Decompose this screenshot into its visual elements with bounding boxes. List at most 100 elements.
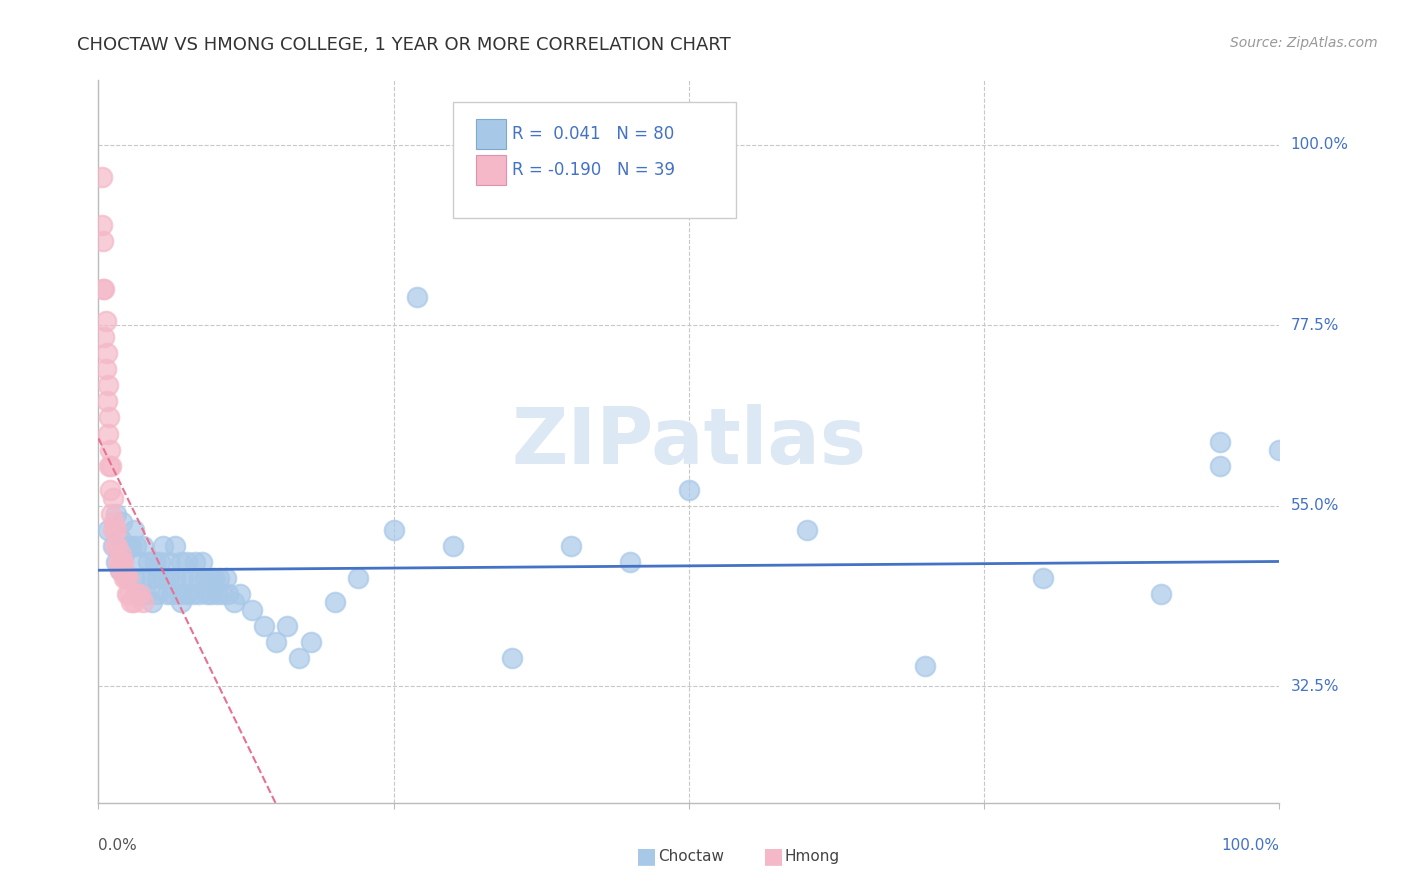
Point bbox=[1032, 571, 1054, 585]
Point bbox=[98, 410, 121, 425]
Point bbox=[94, 362, 117, 376]
Point bbox=[112, 555, 135, 569]
Point bbox=[98, 458, 121, 473]
Text: Source: ZipAtlas.com: Source: ZipAtlas.com bbox=[1230, 36, 1378, 50]
Point bbox=[501, 651, 523, 665]
Text: Hmong: Hmong bbox=[785, 849, 839, 863]
Point bbox=[108, 563, 131, 577]
Point bbox=[224, 595, 246, 609]
Point bbox=[114, 571, 136, 585]
Point bbox=[200, 587, 222, 601]
Point bbox=[264, 635, 287, 649]
Point bbox=[202, 571, 225, 585]
Text: R = -0.190   N = 39: R = -0.190 N = 39 bbox=[512, 161, 675, 179]
Point bbox=[146, 587, 169, 601]
FancyBboxPatch shape bbox=[477, 154, 506, 185]
Point bbox=[191, 555, 214, 569]
Point bbox=[1268, 442, 1291, 457]
Point bbox=[165, 571, 187, 585]
Point bbox=[406, 290, 429, 304]
Point bbox=[115, 587, 138, 601]
Point bbox=[180, 571, 202, 585]
Point bbox=[165, 539, 187, 553]
Point bbox=[441, 539, 464, 553]
Point bbox=[91, 234, 114, 248]
Point bbox=[382, 523, 405, 537]
Point bbox=[112, 571, 135, 585]
Point bbox=[122, 595, 145, 609]
Text: ■: ■ bbox=[763, 847, 783, 866]
Text: 55.0%: 55.0% bbox=[1291, 499, 1339, 513]
Point bbox=[100, 458, 122, 473]
Point bbox=[96, 394, 118, 409]
Point bbox=[211, 587, 233, 601]
Point bbox=[93, 282, 115, 296]
Point bbox=[136, 555, 159, 569]
Point bbox=[98, 442, 121, 457]
Point bbox=[93, 330, 115, 344]
Point bbox=[128, 555, 150, 569]
Point bbox=[107, 555, 129, 569]
Text: 100.0%: 100.0% bbox=[1291, 137, 1348, 152]
Point bbox=[170, 595, 193, 609]
Point bbox=[105, 507, 128, 521]
Point bbox=[117, 571, 139, 585]
Point bbox=[105, 523, 128, 537]
Point bbox=[135, 587, 157, 601]
Point bbox=[253, 619, 276, 633]
FancyBboxPatch shape bbox=[453, 102, 737, 218]
Point bbox=[796, 523, 818, 537]
Point bbox=[200, 571, 222, 585]
Point bbox=[149, 555, 172, 569]
Text: 0.0%: 0.0% bbox=[98, 838, 138, 853]
Point bbox=[187, 571, 209, 585]
Point bbox=[97, 426, 120, 441]
Point bbox=[125, 539, 148, 553]
FancyBboxPatch shape bbox=[477, 119, 506, 149]
Text: CHOCTAW VS HMONG COLLEGE, 1 YEAR OR MORE CORRELATION CHART: CHOCTAW VS HMONG COLLEGE, 1 YEAR OR MORE… bbox=[77, 36, 731, 54]
Point bbox=[143, 555, 166, 569]
Point bbox=[276, 619, 298, 633]
Point bbox=[323, 595, 346, 609]
Point bbox=[121, 595, 143, 609]
Point bbox=[157, 571, 180, 585]
Point bbox=[125, 587, 148, 601]
Point bbox=[914, 659, 936, 673]
Point bbox=[117, 539, 139, 553]
Point bbox=[1209, 434, 1232, 449]
Point bbox=[288, 651, 311, 665]
Point bbox=[111, 515, 134, 529]
Point bbox=[560, 539, 582, 553]
Point bbox=[108, 563, 131, 577]
Point bbox=[229, 587, 252, 601]
Text: Choctaw: Choctaw bbox=[658, 849, 724, 863]
Point bbox=[194, 571, 217, 585]
Point bbox=[181, 587, 204, 601]
Point bbox=[96, 346, 118, 360]
Point bbox=[121, 539, 143, 553]
Point bbox=[141, 595, 163, 609]
Point bbox=[160, 587, 183, 601]
Point bbox=[172, 571, 194, 585]
Point bbox=[105, 555, 128, 569]
Point bbox=[146, 571, 169, 585]
Point bbox=[97, 378, 120, 392]
Point bbox=[101, 539, 124, 553]
Point bbox=[132, 539, 155, 553]
Point bbox=[91, 169, 114, 184]
Point bbox=[152, 571, 174, 585]
Point bbox=[91, 218, 114, 232]
Point bbox=[152, 539, 174, 553]
Point bbox=[217, 587, 239, 601]
Point bbox=[110, 547, 132, 561]
Text: 77.5%: 77.5% bbox=[1291, 318, 1339, 333]
Point bbox=[1209, 458, 1232, 473]
Point bbox=[132, 571, 155, 585]
Point bbox=[240, 603, 263, 617]
Point bbox=[157, 555, 180, 569]
Point bbox=[347, 571, 370, 585]
Text: 100.0%: 100.0% bbox=[1222, 838, 1279, 853]
Point bbox=[98, 483, 121, 497]
Point bbox=[187, 587, 209, 601]
Text: ZIPatlas: ZIPatlas bbox=[512, 403, 866, 480]
